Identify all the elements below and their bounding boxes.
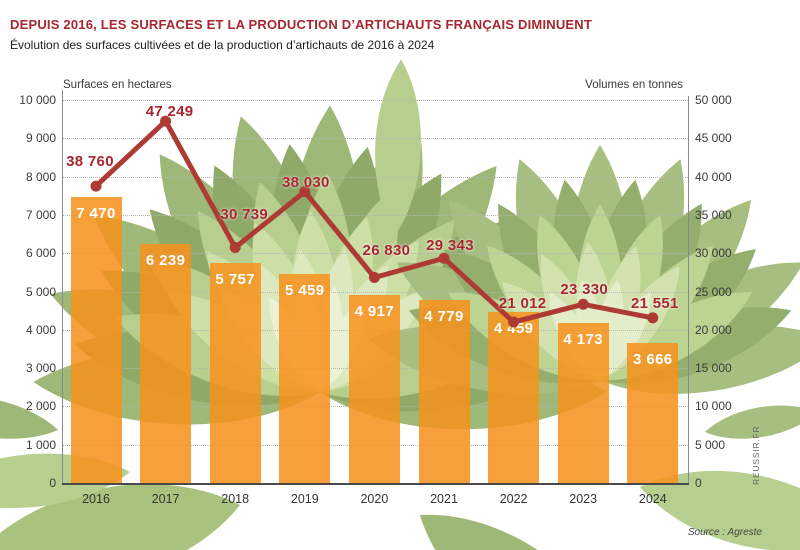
right-axis-tick: 20 000: [695, 322, 732, 337]
right-axis-tick: 15 000: [695, 361, 732, 376]
line-value-label: 47 249: [145, 103, 194, 121]
line-value-label: 29 343: [426, 237, 474, 255]
left-axis-tick: 3 000: [25, 361, 56, 376]
x-axis-label: 2017: [151, 492, 180, 506]
line-value-label: 21 012: [498, 295, 547, 313]
left-axis-line: [62, 90, 63, 483]
left-axis-tick: 10 000: [19, 93, 56, 107]
bar-value-label: 4 779: [424, 307, 464, 325]
bar-value-label: 3 666: [633, 350, 673, 368]
line-value-label: 21 551: [630, 294, 679, 312]
right-axis-line: [688, 96, 689, 483]
line-value-label: 26 830: [362, 242, 411, 260]
bar-2017: [140, 244, 192, 483]
right-axis-tick: 50 000: [695, 93, 732, 107]
left-axis-tick: 4 000: [25, 322, 56, 337]
left-axis-tick: 1 000: [25, 437, 56, 452]
line-value-label: 30 739: [220, 205, 269, 223]
x-axis-label: 2019: [290, 492, 319, 506]
line-value-label: 38 760: [66, 153, 114, 171]
bar-2021: [418, 299, 470, 483]
bar-2022: [488, 312, 540, 483]
x-axis-label: 2021: [430, 492, 458, 506]
right-axis-tick: 35 000: [695, 207, 732, 222]
publisher-credit: REUSSIR.FR: [751, 425, 761, 485]
bar-2024: [627, 342, 679, 483]
bar-value-label: 4 173: [563, 331, 603, 349]
line-value-label: 23 330: [560, 281, 609, 299]
x-axis-label: 2024: [638, 492, 667, 506]
left-axis-tick: 6 000: [25, 246, 56, 261]
bar-value-label: 4 459: [493, 320, 534, 338]
bar-value-label: 7 470: [76, 204, 116, 222]
left-axis-tick: 7 000: [25, 207, 56, 222]
right-axis-tick: 45 000: [695, 131, 732, 146]
line-value-label: 38 030: [281, 173, 330, 191]
gridline: [62, 100, 688, 101]
page-subtitle: Évolution des surfaces cultivées et de l…: [10, 38, 435, 52]
bar-2018: [209, 262, 261, 483]
bar-value-label: 4 917: [354, 302, 395, 320]
bar-2016: [70, 196, 122, 483]
bar-value-label: 5 459: [285, 281, 325, 299]
page-title: DEPUIS 2016, LES SURFACES ET LA PRODUCTI…: [10, 16, 593, 32]
right-axis-tick: 10 000: [695, 399, 732, 414]
left-axis-tick: 9 000: [25, 131, 56, 146]
right-axis-tick: 40 000: [695, 169, 732, 184]
left-axis-tick: 5 000: [25, 284, 56, 299]
right-axis-title: Volumes en tonnes: [585, 79, 683, 91]
left-axis-tick: 0: [49, 476, 56, 490]
bar-2020: [348, 294, 400, 483]
bar-value-label: 5 757: [215, 270, 255, 288]
bar-2019: [279, 273, 331, 483]
x-axis-label: 2016: [82, 492, 110, 506]
x-axis-label: 2018: [221, 492, 250, 506]
right-axis-tick: 25 000: [695, 284, 732, 299]
source-note: Source : Agreste: [687, 527, 762, 538]
gridline: [62, 214, 688, 216]
left-axis-title: Surfaces en hectares: [63, 79, 172, 91]
bar-value-label: 6 239: [145, 252, 186, 270]
left-axis-tick: 8 000: [25, 169, 56, 184]
x-axis-label: 2020: [360, 492, 389, 506]
right-axis-tick: 5 000: [695, 437, 726, 452]
left-axis-tick: 2 000: [25, 399, 56, 414]
x-axis-label: 2022: [499, 492, 528, 506]
bar-2023: [557, 323, 609, 483]
x-axis-line: [62, 483, 689, 485]
gridline: [62, 176, 688, 178]
gridline: [62, 138, 688, 140]
x-axis-label: 2023: [569, 492, 598, 506]
right-axis-tick: 30 000: [695, 246, 732, 261]
right-axis-tick: 0: [695, 476, 702, 490]
